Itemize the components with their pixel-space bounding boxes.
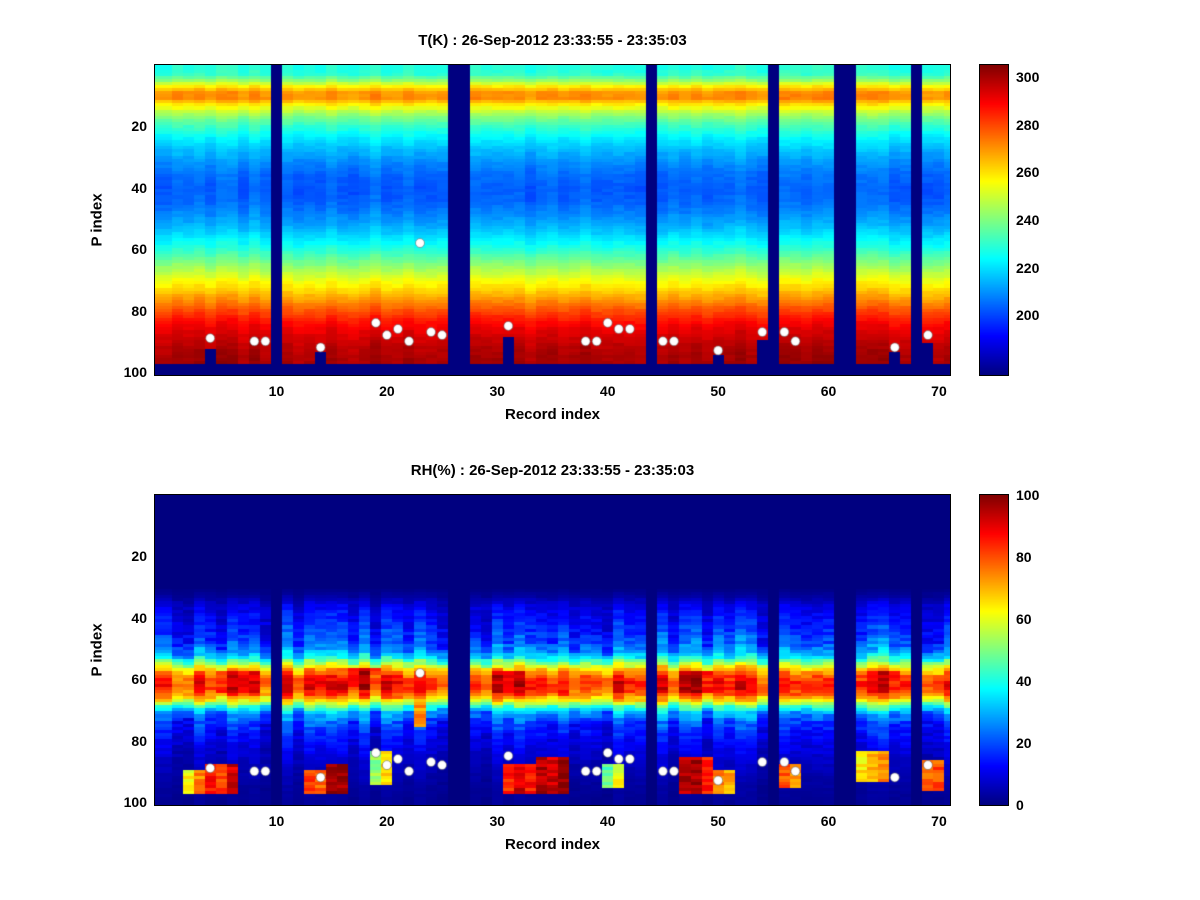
- temp-x-tick-label: 40: [599, 383, 616, 399]
- rh-x-axis-label: Record index: [504, 836, 601, 853]
- rh-y-axis-label: P index: [88, 623, 106, 677]
- temp-colorbar-canvas: [980, 65, 1008, 375]
- temp-y-axis-label: P index: [88, 193, 106, 247]
- rh-heatmap-canvas: [155, 495, 950, 805]
- rh-y-tick-label: 100: [123, 793, 147, 810]
- rh-x-tick-label: 50: [710, 813, 726, 829]
- temp-y-tick-label: 80: [131, 302, 147, 319]
- temp-colorbar: [979, 64, 1009, 376]
- rh-colorbar-canvas: [980, 495, 1008, 805]
- rh-x-tick-label: 40: [599, 813, 616, 829]
- temp-x-tick-label: 20: [379, 383, 395, 399]
- rh-x-tick-label: 60: [820, 813, 837, 829]
- temp-colorbar-tick-label: 260: [1016, 164, 1040, 181]
- rh-x-tick-label: 70: [931, 813, 947, 829]
- temp-plot-title: T(K) : 26-Sep-2012 23:33:55 - 23:35:03: [418, 32, 687, 49]
- temp-x-tick-label: 10: [268, 383, 285, 399]
- temp-x-axis-label: Record index: [504, 406, 601, 423]
- temp-colorbar-tick-label: 280: [1016, 116, 1040, 133]
- rh-colorbar-tick-label: 60: [1016, 611, 1032, 627]
- rh-x-tick-label: 20: [379, 813, 395, 829]
- temp-y-tick-label: 60: [131, 241, 147, 258]
- temp-x-tick-label: 50: [710, 383, 726, 399]
- temp-x-tick-label: 30: [489, 383, 506, 399]
- rh-y-tick-label: 40: [131, 609, 147, 626]
- temp-colorbar-tick-label: 200: [1016, 307, 1040, 324]
- rh-colorbar-tick-label: 40: [1016, 673, 1032, 689]
- rh-x-tick-label: 10: [268, 813, 285, 829]
- rh-colorbar-tick-label: 20: [1016, 735, 1032, 751]
- temp-colorbar-tick-label: 220: [1016, 259, 1040, 276]
- temp-colorbar-tick-label: 240: [1016, 212, 1040, 228]
- temp-colorbar-tick-label: 300: [1016, 68, 1040, 85]
- temp-heatmap-canvas: [155, 65, 950, 375]
- rh-plot-title: RH(%) : 26-Sep-2012 23:33:55 - 23:35:03: [410, 462, 695, 479]
- rh-y-tick-label: 80: [131, 732, 147, 749]
- rh-colorbar-tick-label: 100: [1016, 487, 1040, 503]
- rh-colorbar: [979, 494, 1009, 806]
- rh-y-tick-label: 20: [131, 548, 147, 565]
- temp-y-tick-label: 100: [123, 363, 147, 380]
- rh-colorbar-tick-label: 0: [1016, 797, 1024, 813]
- rh-colorbar-tick-label: 80: [1016, 549, 1032, 565]
- rh-plot-area: [154, 494, 951, 806]
- rh-x-tick-label: 30: [489, 813, 506, 829]
- temp-y-tick-label: 20: [131, 118, 147, 135]
- temp-x-tick-label: 60: [820, 383, 837, 399]
- rh-y-tick-label: 60: [131, 671, 147, 688]
- temp-x-tick-label: 70: [931, 383, 947, 399]
- temp-y-tick-label: 40: [131, 179, 147, 196]
- temp-plot-area: [154, 64, 951, 376]
